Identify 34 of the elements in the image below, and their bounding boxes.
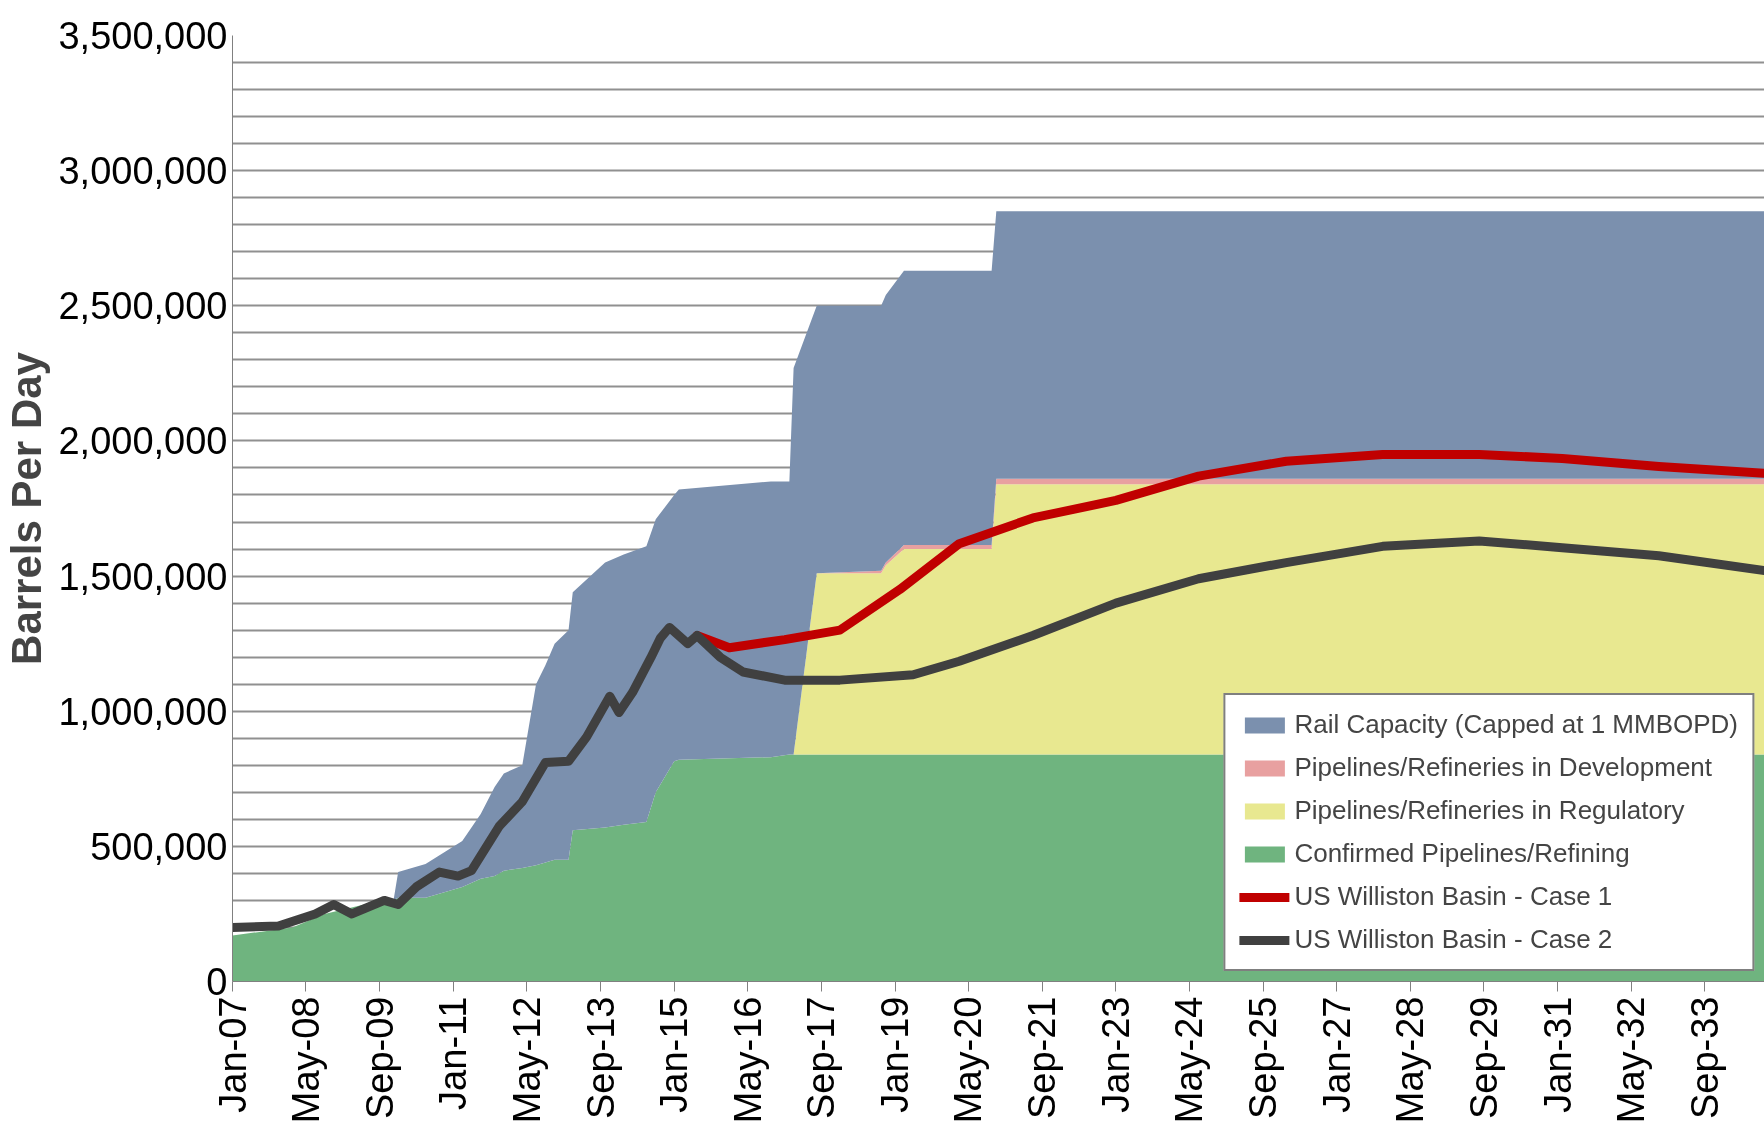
x-tick-label: May-24 bbox=[1168, 996, 1211, 1124]
y-axis-title: Barrels Per Day bbox=[3, 351, 51, 665]
x-tick-label: Jan-27 bbox=[1315, 996, 1358, 1113]
x-tick-label: Sep-33 bbox=[1683, 996, 1726, 1120]
y-tick-label: 500,000 bbox=[90, 825, 228, 868]
legend-label: Pipelines/Refineries in Regulatory bbox=[1294, 795, 1685, 826]
x-tick-label: Sep-21 bbox=[1021, 996, 1064, 1120]
y-tick-label: 2,000,000 bbox=[58, 420, 228, 463]
legend-label: Rail Capacity (Capped at 1 MMBOPD) bbox=[1294, 709, 1738, 740]
x-tick-label: May-16 bbox=[726, 996, 769, 1124]
y-tick-label: 3,500,000 bbox=[58, 15, 228, 57]
y-tick-label: 1,500,000 bbox=[58, 555, 228, 598]
legend-label: US Williston Basin - Case 1 bbox=[1294, 881, 1613, 912]
x-tick-label: May-08 bbox=[284, 996, 327, 1124]
x-tick-label: Jan-23 bbox=[1094, 996, 1137, 1113]
legend-label: Confirmed Pipelines/Refining bbox=[1294, 838, 1630, 869]
y-tick-label: 3,000,000 bbox=[58, 150, 228, 193]
x-tick-label: May-28 bbox=[1389, 996, 1432, 1124]
legend-label: US Williston Basin - Case 2 bbox=[1294, 924, 1613, 955]
x-tick-label: Sep-29 bbox=[1462, 996, 1505, 1120]
x-tick-label: Jan-19 bbox=[874, 996, 917, 1113]
x-tick-label: Jan-11 bbox=[432, 996, 475, 1110]
x-tick-label: Sep-13 bbox=[579, 996, 622, 1120]
x-tick-label: Sep-17 bbox=[800, 996, 843, 1120]
x-tick-label: May-32 bbox=[1610, 996, 1653, 1124]
y-tick-label: 1,000,000 bbox=[58, 690, 228, 733]
x-tick-label: May-20 bbox=[947, 996, 990, 1124]
legend-label: Pipelines/Refineries in Development bbox=[1294, 752, 1713, 783]
x-tick-label: Jan-15 bbox=[653, 996, 696, 1113]
y-tick-label: 2,500,000 bbox=[58, 285, 228, 328]
x-tick-label: Sep-25 bbox=[1242, 996, 1285, 1120]
x-tick-label: May-12 bbox=[505, 996, 548, 1124]
x-tick-label: Jan-31 bbox=[1536, 996, 1579, 1113]
x-tick-label: Sep-09 bbox=[358, 996, 401, 1120]
